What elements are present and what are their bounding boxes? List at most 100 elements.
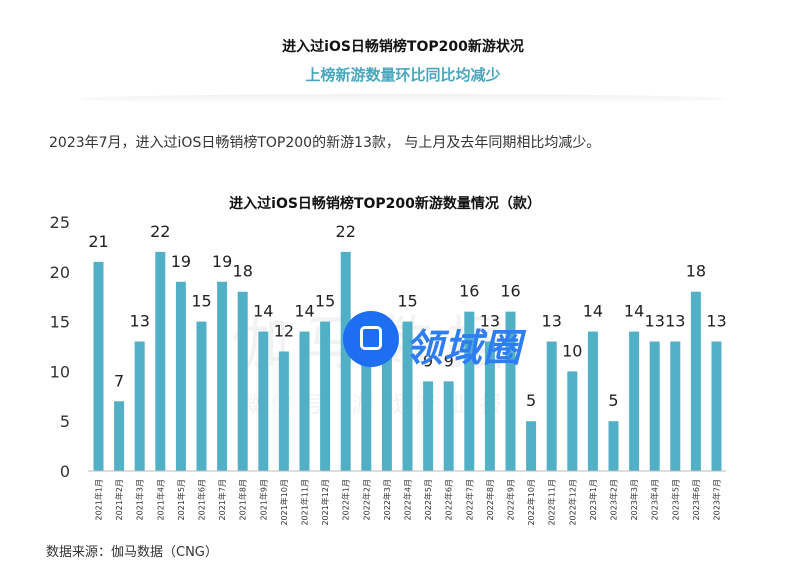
bar (93, 261, 104, 471)
bar (381, 351, 392, 471)
bar (629, 331, 640, 471)
x-tick-label: 2023年6月 (691, 479, 701, 520)
x-tick-label: 2021年10月 (279, 479, 289, 526)
bar-value-label: 16 (500, 282, 520, 301)
x-tick-label: 2021年12月 (320, 479, 330, 526)
x-tick-label: 2022年3月 (382, 479, 392, 520)
x-tick-label: 2021年2月 (114, 479, 124, 520)
x-tick-label: 2021年7月 (217, 479, 227, 520)
x-tick-label: 2022年9月 (506, 479, 516, 520)
x-tick-label: 2021年9月 (258, 479, 268, 520)
x-tick-label: 2023年1月 (588, 479, 598, 520)
x-tick-label: 2023年5月 (670, 479, 680, 520)
bar-value-label: 14 (583, 302, 603, 321)
bar (567, 371, 578, 471)
x-tick-label: 2021年8月 (238, 479, 248, 520)
y-tick-label: 15 (50, 313, 70, 332)
bar (505, 311, 516, 471)
y-tick-label: 20 (50, 263, 70, 282)
bar-value-label: 14 (624, 302, 644, 321)
bar-value-label: 22 (150, 222, 170, 241)
bar-value-label: 7 (114, 371, 124, 390)
x-tick-label: 2022年8月 (485, 479, 495, 520)
bar (402, 321, 413, 471)
bar-value-label: 18 (233, 262, 253, 281)
bar-value-label: 5 (526, 391, 536, 410)
x-tick-label: 2023年2月 (609, 479, 619, 520)
bar-chart: 伽马数据微信号 游戏产业报进入过iOS日畅销榜TOP200新游数量情况（款）05… (50, 195, 727, 526)
x-tick-label: 2022年5月 (423, 479, 433, 520)
bar (443, 381, 454, 471)
bar-value-label: 13 (645, 312, 665, 331)
bar (175, 281, 186, 471)
x-tick-label: 2021年4月 (155, 479, 165, 520)
bar-value-label: 14 (253, 302, 273, 321)
y-tick-label: 10 (50, 362, 70, 381)
x-tick-label: 2021年1月 (94, 479, 104, 520)
bar-value-label: 12 (274, 321, 294, 340)
header-divider (80, 94, 726, 104)
bar (361, 361, 372, 471)
bar (546, 341, 557, 471)
bar (526, 421, 537, 471)
x-tick-label: 2021年11月 (300, 479, 310, 526)
bar-value-label: 13 (706, 312, 726, 331)
bar-value-label: 9 (423, 351, 433, 370)
y-tick-label: 25 (50, 213, 70, 232)
bar (299, 331, 310, 471)
bar (134, 341, 145, 471)
bar-value-label: 13 (130, 312, 150, 331)
x-tick-label: 2022年10月 (526, 479, 536, 526)
bar-value-label: 9 (444, 351, 454, 370)
x-tick-label: 2022年7月 (464, 479, 474, 520)
book-icon (343, 311, 399, 367)
bar (608, 421, 619, 471)
watermark-logo: 领域圈 (343, 311, 583, 370)
x-tick-label: 2022年4月 (403, 479, 413, 520)
bar-value-label: 22 (336, 222, 356, 241)
bar (237, 291, 248, 471)
x-tick-label: 2022年2月 (361, 479, 371, 520)
x-tick-label: 2022年6月 (444, 479, 454, 520)
x-tick-label: 2021年5月 (176, 479, 186, 520)
source-note: 数据来源：伽马数据（CNG） (46, 545, 218, 560)
bar-value-label: 13 (542, 312, 562, 331)
bar (320, 321, 331, 471)
bar-value-label: 19 (212, 252, 232, 271)
x-tick-label: 2022年12月 (567, 479, 577, 526)
x-tick-label: 2022年1月 (341, 479, 351, 520)
bar-value-label: 14 (294, 302, 314, 321)
x-tick-label: 2021年3月 (135, 479, 145, 520)
x-tick-label: 2021年6月 (197, 479, 207, 520)
bar (340, 251, 351, 471)
bar-value-label: 13 (665, 312, 685, 331)
bar-value-label: 15 (397, 292, 417, 311)
bar (690, 291, 701, 471)
bar (114, 401, 125, 471)
y-tick-label: 5 (60, 412, 70, 431)
bar-value-label: 21 (88, 232, 108, 251)
bar (670, 341, 681, 471)
intro-paragraph: 2023年7月，进入过iOS日畅销榜TOP200的新游13款， 与上月及去年同期… (49, 135, 601, 151)
bar (258, 331, 269, 471)
chart-title: 进入过iOS日畅销榜TOP200新游数量情况（款） (229, 195, 541, 212)
page-title: 进入过iOS日畅销榜TOP200新游状况 (282, 39, 524, 55)
bar (423, 381, 434, 471)
bar-value-label: 5 (608, 391, 618, 410)
x-tick-label: 2023年7月 (712, 479, 722, 520)
bar-value-label: 18 (686, 262, 706, 281)
bar-value-label: 15 (315, 292, 335, 311)
bar-value-label: 15 (191, 292, 211, 311)
y-tick-label: 0 (60, 462, 70, 481)
bar-value-label: 13 (480, 312, 500, 331)
bar (217, 281, 228, 471)
x-tick-label: 2023年3月 (629, 479, 639, 520)
bar-value-label: 10 (562, 341, 582, 360)
bar (278, 351, 289, 471)
x-tick-label: 2023年4月 (650, 479, 660, 520)
bar (587, 331, 598, 471)
bar (464, 311, 475, 471)
x-tick-label: 2022年11月 (547, 479, 557, 526)
bar (711, 341, 722, 471)
bar-value-label: 19 (171, 252, 191, 271)
